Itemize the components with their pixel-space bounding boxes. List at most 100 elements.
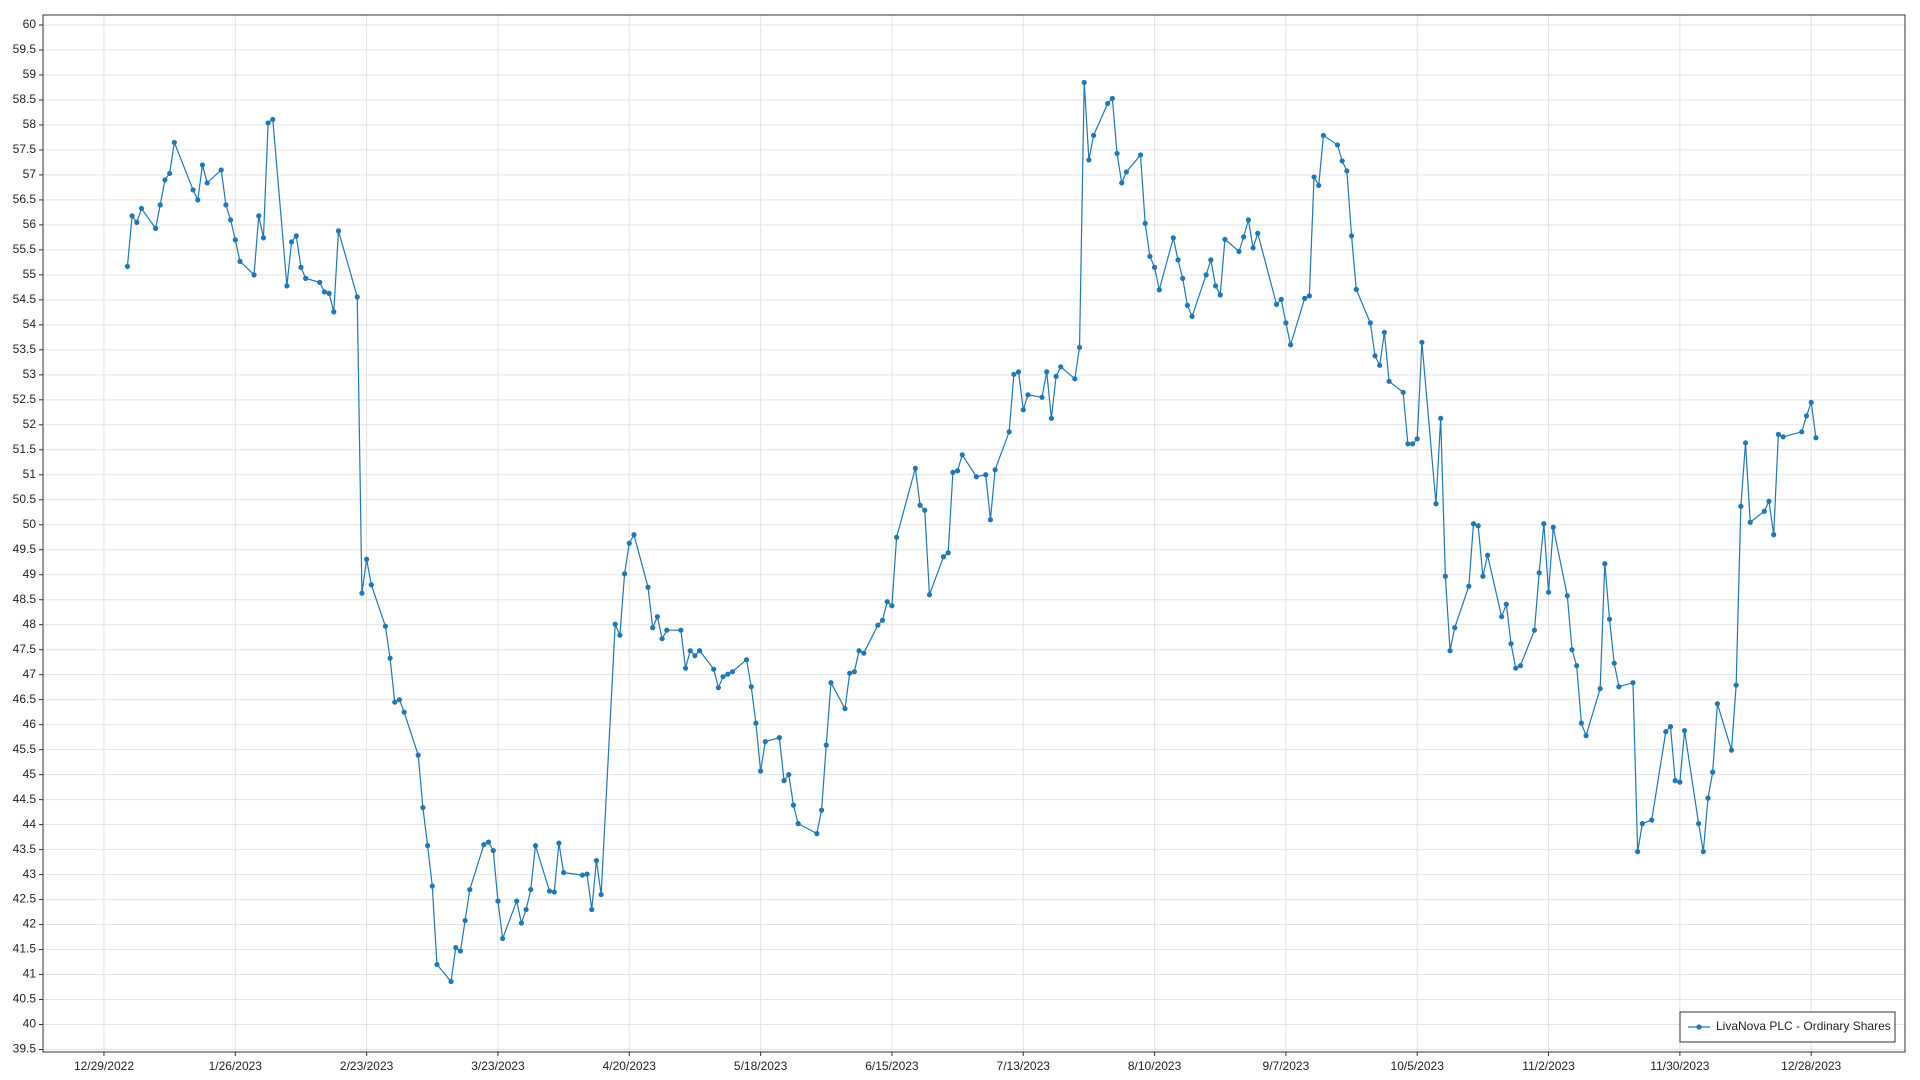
data-point (1611, 660, 1617, 666)
data-point (1705, 795, 1711, 801)
data-point (1367, 320, 1373, 326)
data-point (204, 180, 210, 186)
data-point (424, 842, 431, 849)
data-point (715, 685, 721, 691)
data-point (481, 842, 487, 848)
data-point (303, 275, 309, 281)
data-point (354, 294, 360, 300)
data-point (546, 888, 553, 894)
data-point (654, 614, 661, 620)
data-point (1442, 573, 1448, 579)
data-point (1076, 344, 1083, 350)
data-point (1175, 257, 1181, 263)
data-point (1531, 627, 1538, 633)
data-point (171, 139, 177, 146)
data-point (1119, 180, 1125, 186)
data-point (1189, 313, 1195, 319)
data-point (954, 468, 961, 474)
data-point (1151, 264, 1158, 270)
data-point (1536, 570, 1542, 576)
data-point (753, 720, 759, 726)
data-point (228, 217, 234, 223)
y-tick-label: 52.5 (13, 392, 37, 406)
data-point (1090, 132, 1097, 139)
data-point (729, 669, 736, 675)
y-tick-label: 39.5 (13, 1042, 37, 1056)
data-point (1574, 663, 1580, 669)
x-tick-label: 7/13/2023 (997, 1059, 1051, 1073)
y-tick-label: 57 (23, 167, 37, 181)
data-point (1738, 503, 1744, 509)
data-point (973, 474, 979, 480)
series-line (126, 82, 1817, 983)
data-point (1438, 415, 1444, 421)
data-point (1405, 441, 1411, 447)
data-point (500, 935, 506, 942)
data-point (1714, 701, 1720, 707)
data-point (875, 622, 881, 628)
data-point (453, 944, 459, 951)
data-point (195, 197, 201, 203)
data-point (842, 706, 848, 712)
y-tick-label: 54.5 (13, 292, 37, 306)
data-point (321, 289, 328, 295)
data-point (429, 883, 435, 889)
y-tick-label: 43 (23, 867, 37, 881)
data-point (1649, 817, 1655, 823)
data-point (1081, 79, 1087, 86)
y-tick-label: 54 (23, 317, 37, 331)
data-point (467, 886, 473, 893)
x-tick-label: 3/23/2023 (471, 1059, 525, 1073)
data-point (950, 469, 956, 475)
data-point (462, 917, 468, 924)
data-point (1250, 245, 1256, 251)
data-point (1569, 647, 1575, 653)
data-point (1048, 415, 1054, 421)
data-point (331, 309, 337, 315)
data-point (748, 684, 754, 690)
data-point (162, 177, 168, 183)
data-point (1147, 253, 1153, 259)
data-point (1222, 236, 1228, 242)
data-point (382, 623, 388, 629)
data-point (626, 540, 632, 546)
data-point (368, 582, 374, 588)
data-point (851, 669, 858, 675)
data-point (1517, 663, 1524, 669)
data-point (1142, 220, 1148, 226)
data-point (1681, 728, 1688, 734)
y-tick-label: 49.5 (13, 542, 37, 556)
data-point (1484, 552, 1491, 558)
data-point (776, 735, 782, 741)
data-point (218, 167, 224, 173)
data-point (645, 584, 651, 590)
data-point (1348, 233, 1355, 239)
data-point (1475, 523, 1481, 529)
data-point (1180, 275, 1186, 281)
data-point (697, 648, 703, 654)
data-point (1766, 498, 1772, 504)
data-point (711, 666, 717, 672)
y-tick-label: 50.5 (13, 492, 37, 506)
data-point (757, 768, 764, 774)
y-tick-label: 44 (23, 817, 37, 831)
data-point (1015, 369, 1022, 375)
x-tick-label: 4/20/2023 (603, 1059, 657, 1073)
data-point (129, 213, 135, 219)
data-point (1020, 407, 1026, 413)
data-point (335, 228, 342, 234)
data-point (1283, 320, 1289, 326)
y-tick-label: 58.5 (13, 92, 37, 106)
data-point (1156, 287, 1162, 293)
data-point (1320, 132, 1327, 139)
data-point (659, 636, 665, 642)
data-point (1452, 625, 1458, 631)
data-point (818, 807, 825, 813)
data-point (1025, 392, 1031, 398)
data-point (1039, 394, 1045, 400)
data-point (284, 283, 290, 289)
x-tick-label: 6/15/2023 (865, 1059, 919, 1073)
y-tick-label: 43.5 (13, 842, 37, 856)
data-point (1203, 272, 1209, 278)
y-tick-label: 45.5 (13, 742, 37, 756)
